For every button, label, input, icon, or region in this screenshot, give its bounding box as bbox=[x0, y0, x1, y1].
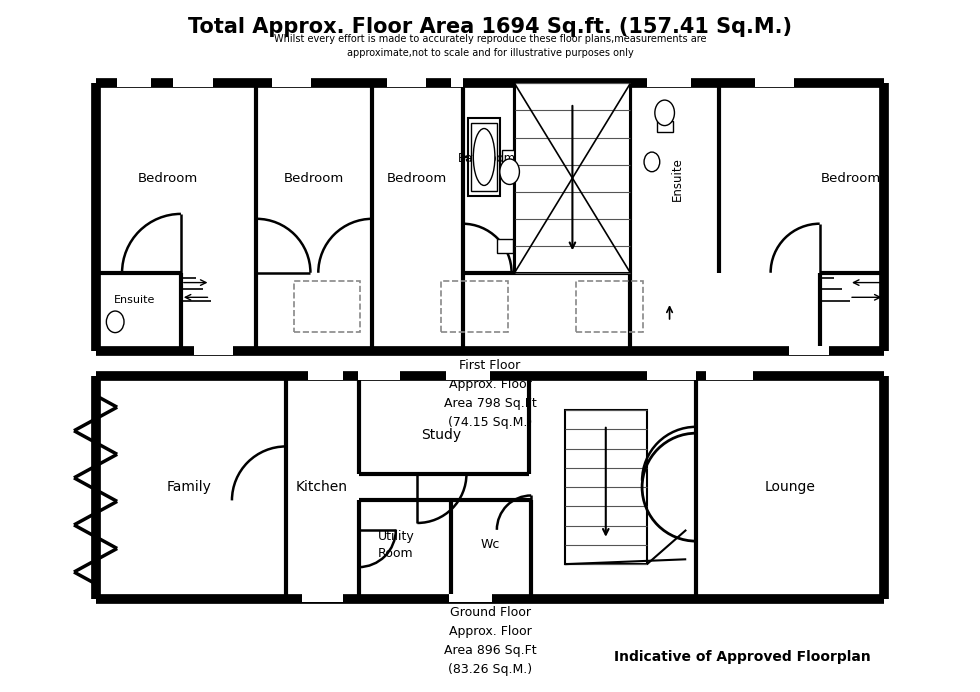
Bar bbox=[564, 410, 647, 564]
Bar bbox=[194, 347, 233, 355]
Text: Bedroom: Bedroom bbox=[138, 172, 198, 185]
Text: Bathroom: Bathroom bbox=[458, 152, 516, 165]
Bar bbox=[657, 120, 672, 132]
Bar bbox=[468, 118, 500, 197]
Bar bbox=[309, 371, 343, 380]
Text: Ensuite: Ensuite bbox=[671, 156, 684, 201]
Ellipse shape bbox=[473, 129, 495, 185]
Bar bbox=[514, 84, 630, 273]
Bar bbox=[497, 239, 513, 253]
Bar bbox=[514, 84, 630, 273]
Text: Study: Study bbox=[420, 428, 461, 441]
Text: Utility
Room: Utility Room bbox=[377, 529, 415, 560]
Bar bbox=[446, 371, 490, 380]
Text: Kitchen: Kitchen bbox=[295, 480, 347, 494]
Bar bbox=[294, 281, 361, 331]
Bar bbox=[502, 150, 517, 162]
Bar bbox=[451, 78, 463, 87]
Text: Ensuite: Ensuite bbox=[114, 295, 156, 305]
Bar bbox=[647, 371, 696, 380]
Text: Bedroom: Bedroom bbox=[283, 172, 344, 185]
Ellipse shape bbox=[655, 100, 674, 125]
Bar bbox=[449, 594, 492, 603]
Text: Indicative of Approved Floorplan: Indicative of Approved Floorplan bbox=[613, 650, 870, 664]
Ellipse shape bbox=[500, 159, 519, 185]
Text: Total Approx. Floor Area 1694 Sq.ft. (157.41 Sq.M.): Total Approx. Floor Area 1694 Sq.ft. (15… bbox=[188, 17, 792, 37]
Bar bbox=[358, 371, 400, 380]
Bar bbox=[118, 78, 152, 87]
Text: Bedroom: Bedroom bbox=[386, 172, 447, 185]
Bar bbox=[706, 371, 753, 380]
Text: Lounge: Lounge bbox=[764, 480, 815, 494]
Bar bbox=[441, 281, 508, 331]
Ellipse shape bbox=[107, 311, 124, 333]
Bar bbox=[755, 78, 794, 87]
Bar bbox=[272, 78, 312, 87]
Text: Ground Floor
Approx. Floor
Area 896 Sq.Ft
(83.26 Sq.M.): Ground Floor Approx. Floor Area 896 Sq.F… bbox=[444, 606, 536, 676]
Bar bbox=[173, 78, 214, 87]
Bar bbox=[96, 84, 884, 352]
Text: Wc: Wc bbox=[480, 538, 500, 551]
Text: Family: Family bbox=[167, 480, 212, 494]
Text: Bedroom: Bedroom bbox=[821, 172, 881, 185]
Bar bbox=[96, 376, 884, 599]
Bar bbox=[564, 410, 647, 564]
Bar bbox=[302, 594, 343, 603]
Bar bbox=[647, 78, 691, 87]
Text: First Floor
Approx. Floor
Area 798 Sq.Ft
(74.15 Sq.M.): First Floor Approx. Floor Area 798 Sq.Ft… bbox=[444, 359, 536, 429]
Bar bbox=[387, 78, 426, 87]
Bar bbox=[789, 347, 828, 355]
Bar bbox=[471, 122, 497, 191]
Text: Whilst every effort is made to accurately reproduce these floor plans,measuremen: Whilst every effort is made to accuratel… bbox=[273, 35, 707, 58]
Ellipse shape bbox=[644, 152, 660, 172]
Bar bbox=[576, 281, 643, 331]
